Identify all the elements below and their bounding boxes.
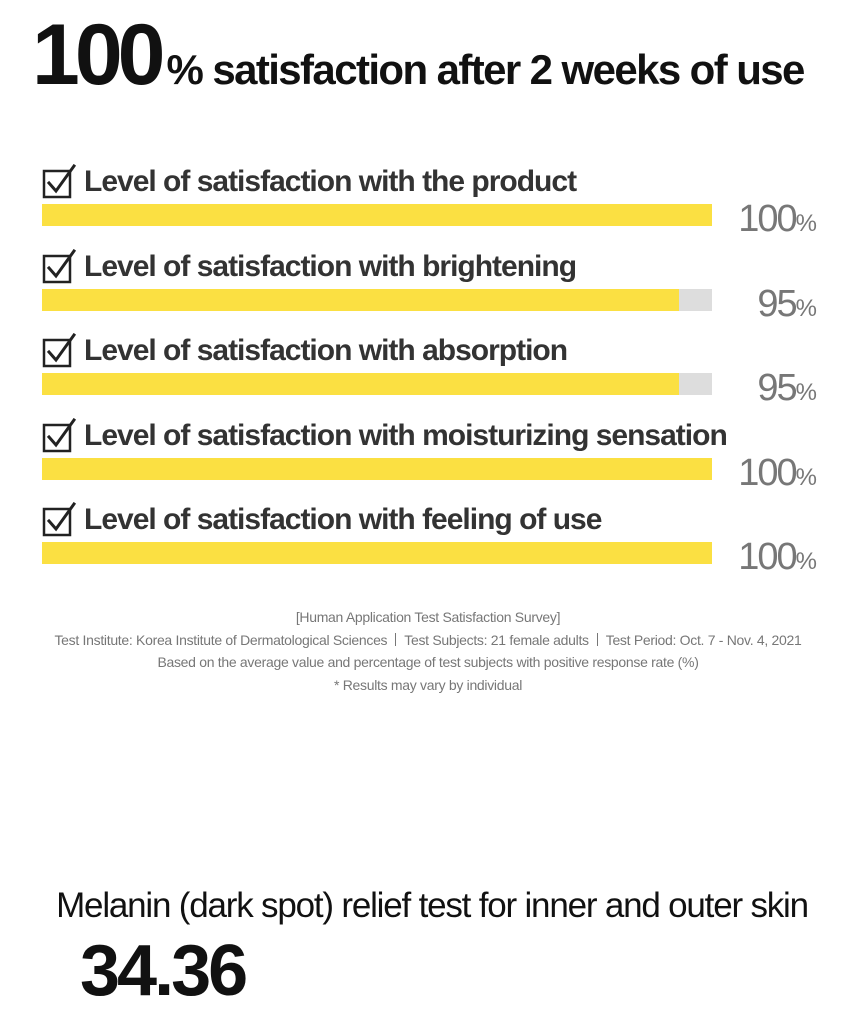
bar-value-label: 100% [738, 536, 817, 579]
bar-category-label: Level of satisfaction with absorption [84, 334, 568, 367]
bar-category-label: Level of satisfaction with brightening [84, 249, 577, 283]
survey-title: [Human Application Test Satisfaction Sur… [295, 609, 561, 625]
checkbox-checked-icon [42, 333, 76, 368]
survey-details: Test Institute: Korea Institute of Derma… [0, 629, 856, 652]
bar-label-row: Level of satisfaction with feeling of us… [42, 502, 602, 538]
bar-category-label: Level of satisfaction with moisturizing … [84, 418, 728, 452]
bar-track [42, 457, 712, 480]
test-subjects: Test Subjects: 21 female adults [404, 631, 589, 648]
melanin-test-title: Melanin (dark spot) relief test for inne… [56, 886, 809, 925]
bar-label-row: Level of satisfaction with absorption [42, 333, 568, 369]
bar-fill [42, 373, 679, 395]
checkbox-checked-icon [42, 502, 76, 537]
bar-value-percent-sign: % [795, 210, 817, 237]
test-period: Test Period: Oct. 7 - Nov. 4, 2021 [605, 631, 802, 648]
bar-label-row: Level of satisfaction with the product [42, 164, 577, 200]
bar-category-label: Level of satisfaction with the product [84, 165, 577, 198]
bar-row: Level of satisfaction with the product 10… [42, 164, 832, 246]
melanin-partial-stat: 34.36 [80, 931, 248, 1011]
bar-track [42, 204, 712, 226]
bar-track [42, 288, 712, 311]
bar-fill [42, 457, 712, 480]
bar-value-number: 100 [738, 451, 797, 494]
checkbox-checked-icon [42, 248, 76, 283]
bar-value-percent-sign: % [795, 379, 817, 406]
headline-number: 100 [32, 7, 165, 103]
checkbox-checked-icon [42, 164, 76, 199]
bar-row: Level of satisfaction with feeling of us… [42, 502, 832, 584]
bar-row: Level of satisfaction with absorption 95% [42, 333, 832, 415]
separator [395, 632, 397, 646]
bar-value-percent-sign: % [795, 548, 817, 575]
bar-value-label: 95% [757, 282, 817, 326]
bar-value-number: 100 [738, 198, 797, 240]
bar-value-number: 95 [757, 367, 797, 409]
bar-value-percent-sign: % [795, 463, 817, 491]
survey-disclaimer: * Results may vary by individual [333, 676, 523, 693]
bar-track [42, 542, 712, 564]
bar-fill [42, 204, 712, 226]
bar-fill [42, 288, 679, 311]
bar-value-label: 100% [738, 451, 817, 495]
bar-row: Level of satisfaction with brightening 95… [42, 248, 832, 331]
bar-label-row: Level of satisfaction with brightening [42, 248, 577, 285]
survey-basis: Based on the average value and percentag… [157, 654, 699, 670]
bar-value-label: 95% [757, 367, 817, 410]
bar-track [42, 373, 712, 395]
bar-category-label: Level of satisfaction with feeling of us… [84, 503, 602, 536]
separator [596, 632, 598, 646]
page-headline: 100 % satisfaction after 2 weeks of use [32, 6, 806, 105]
bar-value-number: 100 [738, 536, 797, 578]
bar-value-percent-sign: % [795, 294, 817, 322]
survey-notes: [Human Application Test Satisfaction Sur… [0, 606, 856, 696]
bar-row: Level of satisfaction with moisturizing … [42, 417, 832, 500]
headline-text: % satisfaction after 2 weeks of use [166, 46, 806, 93]
bar-value-label: 100% [738, 198, 817, 241]
bar-label-row: Level of satisfaction with moisturizing … [42, 417, 728, 454]
test-institute: Test Institute: Korea Institute of Derma… [54, 631, 388, 648]
bar-fill [42, 542, 712, 564]
bar-value-number: 95 [757, 282, 797, 325]
checkbox-checked-icon [42, 417, 76, 452]
